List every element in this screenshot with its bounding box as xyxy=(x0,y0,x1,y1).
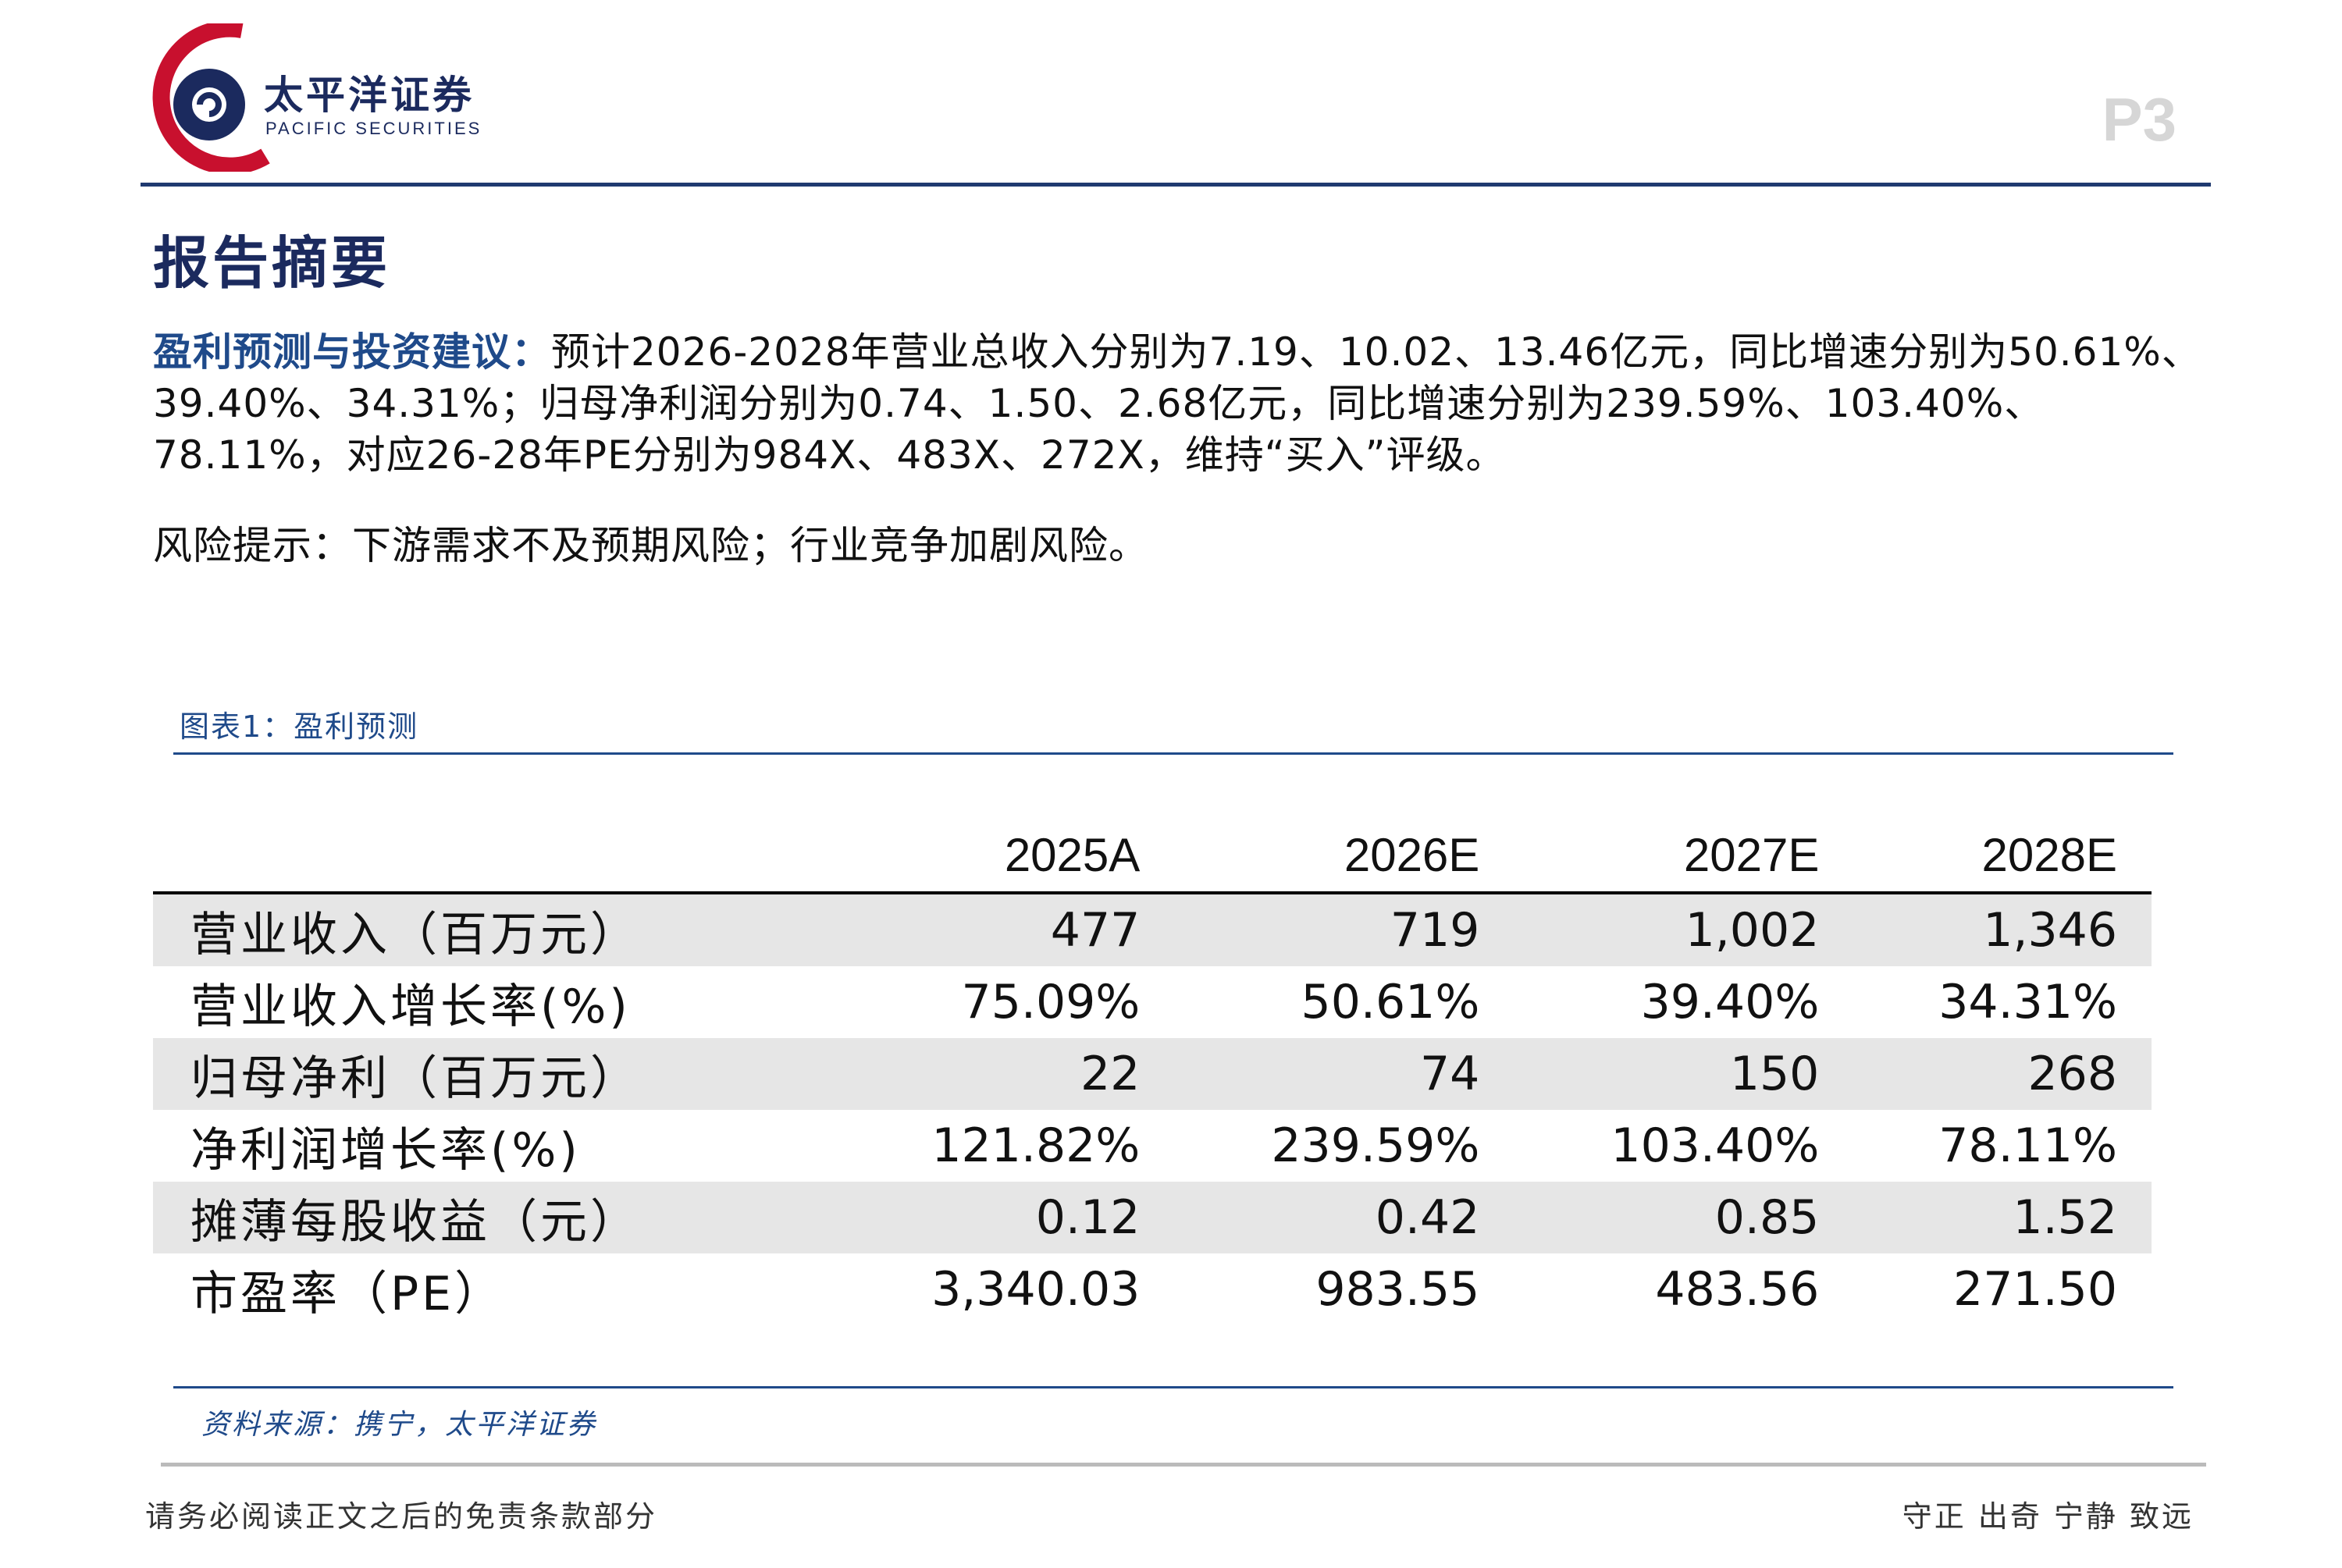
table-row: 摊薄每股收益（元） 0.12 0.42 0.85 1.52 xyxy=(153,1182,2152,1253)
table-cell: 0.12 xyxy=(834,1182,1175,1253)
disclaimer-notice: 请务必阅读正文之后的免责条款部分 xyxy=(145,1499,658,1534)
section-title: 报告摘要 xyxy=(153,230,391,296)
header-divider xyxy=(141,183,2211,187)
table-cell: 50.61% xyxy=(1301,975,1480,1029)
table-cell: 78.11% xyxy=(1938,1118,2117,1173)
table-cell: 268 xyxy=(1853,1038,2152,1110)
footer-divider xyxy=(161,1463,2206,1467)
table-row: 营业收入（百万元） 477 719 1,002 1,346 xyxy=(153,893,2152,966)
row-label: 摊薄每股收益（元） xyxy=(153,1182,835,1253)
table-cell: 22 xyxy=(834,1038,1175,1110)
investment-summary-paragraph: 盈利预测与投资建议：预计2026-2028年营业总收入分别为7.19、10.02… xyxy=(153,326,2214,481)
table-cell: 1,346 xyxy=(1853,893,2152,966)
table-cell: 103.40% xyxy=(1611,1118,1820,1173)
table-cell: 39.40% xyxy=(1640,975,1820,1029)
table-cell: 74 xyxy=(1174,1038,1514,1110)
row-label: 归母净利（百万元） xyxy=(153,1038,835,1110)
table-header-row: 2025A 2026E 2027E 2028E xyxy=(153,818,2152,894)
column-header-2025a: 2025A xyxy=(834,818,1175,894)
risk-warning-paragraph: 风险提示：下游需求不及预期风险；行业竞争加剧风险。 xyxy=(153,523,1148,568)
table-cell: 483.56 xyxy=(1655,1262,1820,1317)
row-label: 营业收入（百万元） xyxy=(153,893,835,966)
table-cell: 1,002 xyxy=(1514,893,1854,966)
table-row: 归母净利（百万元） 22 74 150 268 xyxy=(153,1038,2152,1110)
table-cell: 719 xyxy=(1174,893,1514,966)
table-row: 市盈率（PE） 3,340.03 983.55 483.56 271.50 xyxy=(153,1253,2152,1325)
source-divider xyxy=(173,1386,2173,1388)
figure-title-divider xyxy=(173,752,2173,755)
table-cell: 3,340.03 xyxy=(931,1262,1141,1317)
earnings-forecast-table: 2025A 2026E 2027E 2028E 营业收入（百万元） 477 71… xyxy=(153,818,2152,1325)
column-header-label xyxy=(153,818,835,894)
column-header-2027e: 2027E xyxy=(1514,818,1854,894)
company-motto: 守正 出奇 宁静 致远 xyxy=(1902,1499,2194,1534)
row-label: 净利润增长率(%) xyxy=(190,1122,581,1178)
logo-chinese-name: 太平洋证券 xyxy=(264,73,475,118)
table-cell: 271.50 xyxy=(1953,1262,2117,1317)
table-cell: 983.55 xyxy=(1315,1262,1480,1317)
table-cell: 0.42 xyxy=(1174,1182,1514,1253)
table-cell: 75.09% xyxy=(961,975,1141,1029)
table-cell: 0.85 xyxy=(1514,1182,1854,1253)
table-row: 净利润增长率(%) 121.82% 239.59% 103.40% 78.11% xyxy=(153,1110,2152,1182)
table-cell: 477 xyxy=(834,893,1175,966)
data-source-note: 资料来源：携宁，太平洋证券 xyxy=(201,1409,598,1441)
table-cell: 34.31% xyxy=(1938,975,2117,1029)
summary-lead-label: 盈利预测与投资建议： xyxy=(153,329,551,375)
table-row: 营业收入增长率(%) 75.09% 50.61% 39.40% 34.31% xyxy=(153,966,2152,1038)
column-header-2026e: 2026E xyxy=(1174,818,1514,894)
figure-title: 图表1：盈利预测 xyxy=(180,709,419,744)
logo-english-name: PACIFIC SECURITIES xyxy=(265,119,482,138)
summary-lead-text: 预计2026-2028年营业总收入分别为7.19、10.02、13.46亿元，同… xyxy=(153,329,2201,478)
row-label: 营业收入增长率(%) xyxy=(190,979,631,1034)
page-number: P3 xyxy=(2102,85,2176,154)
company-logo: 太平洋证券 PACIFIC SECURITIES xyxy=(148,23,479,172)
table-cell: 150 xyxy=(1514,1038,1854,1110)
column-header-2028e: 2028E xyxy=(1853,818,2152,894)
table-cell: 1.52 xyxy=(1853,1182,2152,1253)
table-cell: 239.59% xyxy=(1271,1118,1480,1173)
row-label: 市盈率（PE） xyxy=(190,1266,505,1321)
table-cell: 121.82% xyxy=(931,1118,1141,1173)
pacific-securities-logo-icon xyxy=(152,23,270,172)
